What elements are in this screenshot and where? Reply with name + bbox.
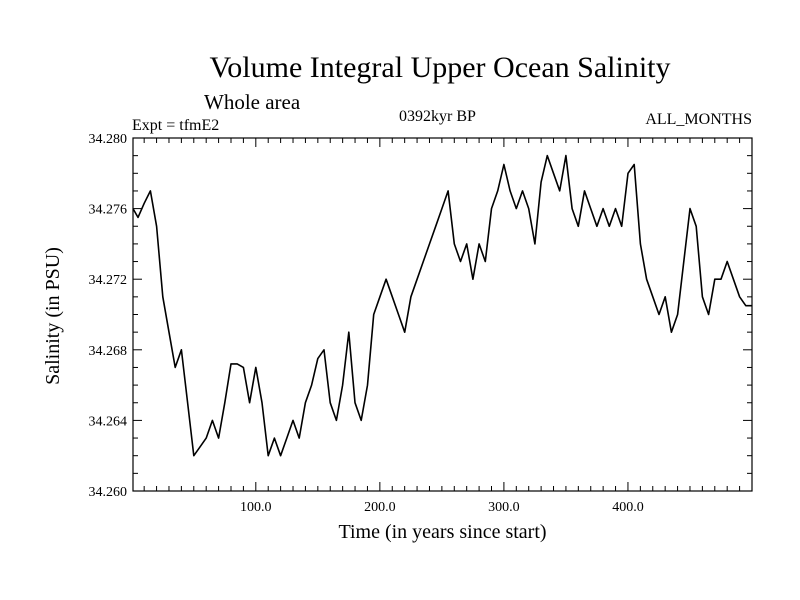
y-tick-label: 34.280 [89, 132, 128, 147]
y-tick-label: 34.276 [89, 203, 128, 218]
y-tick-label: 34.264 [89, 414, 128, 429]
x-tick-label: 400.0 [612, 500, 644, 515]
x-axis-label: Time (in years since start) [338, 521, 547, 543]
x-tick-label: 200.0 [364, 500, 396, 515]
y-tick-label: 34.268 [89, 344, 128, 359]
chart-title: Volume Integral Upper Ocean Salinity [209, 51, 671, 84]
chart-subtitle: Whole area [204, 90, 301, 114]
y-tick-label: 34.260 [89, 485, 128, 500]
period-label: 0392kyr BP [399, 108, 476, 125]
months-label: ALL_MONTHS [645, 111, 752, 128]
salinity-series-line [132, 154, 752, 457]
experiment-label: Expt = tfmE2 [132, 117, 220, 134]
x-tick-label: 100.0 [240, 500, 272, 515]
x-tick-label: 300.0 [488, 500, 520, 515]
tick-labels: 100.0 200.0 300.0 400.0 34.260 34.264 34.268 34… [89, 132, 644, 515]
y-axis-label: Salinity (in PSU) [42, 247, 64, 385]
tick-marks [133, 138, 752, 491]
y-tick-label: 34.272 [89, 273, 128, 288]
